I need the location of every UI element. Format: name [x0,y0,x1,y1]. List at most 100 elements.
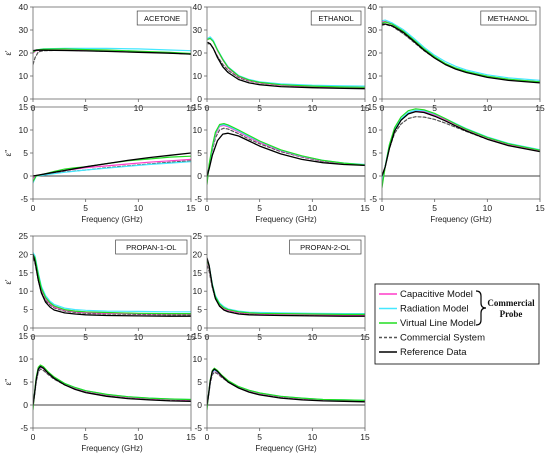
y-tick-label: 10 [19,354,29,364]
y-tick-label: 5 [197,305,202,315]
legend-label: Commercial System [400,333,485,344]
x-tick-label: 5 [83,332,88,342]
series-capacitive-model [207,37,365,89]
y-tick-label: 30 [193,25,203,35]
legend-label: Reference Data [400,347,467,358]
series-reference-data [382,23,540,84]
y-tick-label: 0 [23,171,28,181]
x-tick-label: 15 [360,203,370,213]
y-tick-label: 15 [368,102,378,112]
y-tick-label: 10 [368,71,378,81]
plot-frame [32,106,192,200]
legend-bracket-label-line-2: Probe [500,309,523,319]
y-tick-label: 15 [193,331,203,341]
y-axis-label: ε'' [4,378,13,385]
x-tick-label: 10 [134,203,144,213]
series-reference-data [207,257,365,317]
y-tick-label: 10 [193,125,203,135]
series-group [33,152,191,184]
x-tick-label: 10 [483,103,493,113]
series-virtual-line-model [207,260,365,315]
x-tick-label: 15 [360,432,370,442]
y-axis-label: ε' [4,50,13,56]
x-tick-label: 5 [83,203,88,213]
x-tick-label: 15 [186,432,196,442]
x-tick-label: 10 [134,432,144,442]
series-group [207,257,365,317]
x-tick-label: 10 [308,103,318,113]
y-tick-label: 30 [19,25,29,35]
series-reference-data [33,253,191,317]
x-tick-label: 5 [83,103,88,113]
y-tick-label: 0 [197,94,202,104]
x-tick-label: 15 [535,203,545,213]
y-tick-label: 40 [368,2,378,12]
x-tick-label: 15 [186,203,196,213]
legend-box [374,283,540,365]
y-tick-label: 15 [193,102,203,112]
y-tick-label: 15 [19,268,29,278]
y-tick-label: 10 [19,71,29,81]
panel-label-box [289,239,362,255]
x-tick-label: 10 [483,203,493,213]
panel-label: ETHANOL [318,14,353,23]
legend: Capacitive Model Radiation Model Virtual L… [374,283,540,365]
x-tick-label: 10 [134,332,144,342]
legend-label: Radiation Model [400,304,469,315]
series-virtual-line-model [33,364,191,411]
y-tick-label: 20 [368,48,378,58]
y-tick-label: 10 [193,354,203,364]
y-tick-label: 0 [372,94,377,104]
panel-label: METHANOL [488,14,530,23]
x-axis-label: Frequency (GHz) [81,444,143,453]
y-tick-label: 25 [193,231,203,241]
y-tick-label: 5 [197,148,202,158]
panel-label-box [115,239,188,255]
y-tick-label: 20 [19,48,29,58]
y-axis-label: ε' [4,279,13,285]
y-tick-label: 5 [23,377,28,387]
x-tick-label: 0 [380,203,385,213]
y-tick-label: 5 [23,305,28,315]
x-tick-label: 10 [308,203,318,213]
series-reference-data [207,41,365,90]
legend-label: Virtual Line Model [400,318,476,329]
series-radiation-model [207,36,365,87]
y-tick-label: 5 [23,148,28,158]
panel-label-box [136,10,188,26]
y-tick-label: -5 [20,423,28,433]
series-capacitive-model [382,110,540,186]
x-tick-label: 0 [205,203,210,213]
y-tick-label: 5 [372,148,377,158]
legend-bracket [475,290,487,326]
panel-label: ACETONE [144,14,180,23]
y-tick-label: 20 [19,249,29,259]
x-axis-label: Frequency (GHz) [430,215,492,224]
series-radiation-model [33,252,191,313]
series-group [33,252,191,317]
y-tick-label: 20 [193,48,203,58]
x-tick-label: 5 [257,203,262,213]
x-tick-label: 5 [257,432,262,442]
panel-label: PROPAN-2-OL [300,243,350,252]
series-reference-data [382,110,540,177]
y-tick-label: 25 [19,231,29,241]
y-tick-label: 0 [23,94,28,104]
legend-item-radiation-model: Radiation Model [379,304,469,315]
legend-bracket-label-line-1: Commercial [487,298,535,308]
y-tick-label: 0 [197,400,202,410]
plot-frame [206,235,366,329]
y-tick-label: 10 [19,125,29,135]
series-group [33,47,191,66]
y-tick-label: 0 [23,400,28,410]
y-tick-label: 0 [23,323,28,333]
x-tick-label: 5 [257,103,262,113]
y-tick-label: 0 [197,171,202,181]
series-group [382,108,540,189]
